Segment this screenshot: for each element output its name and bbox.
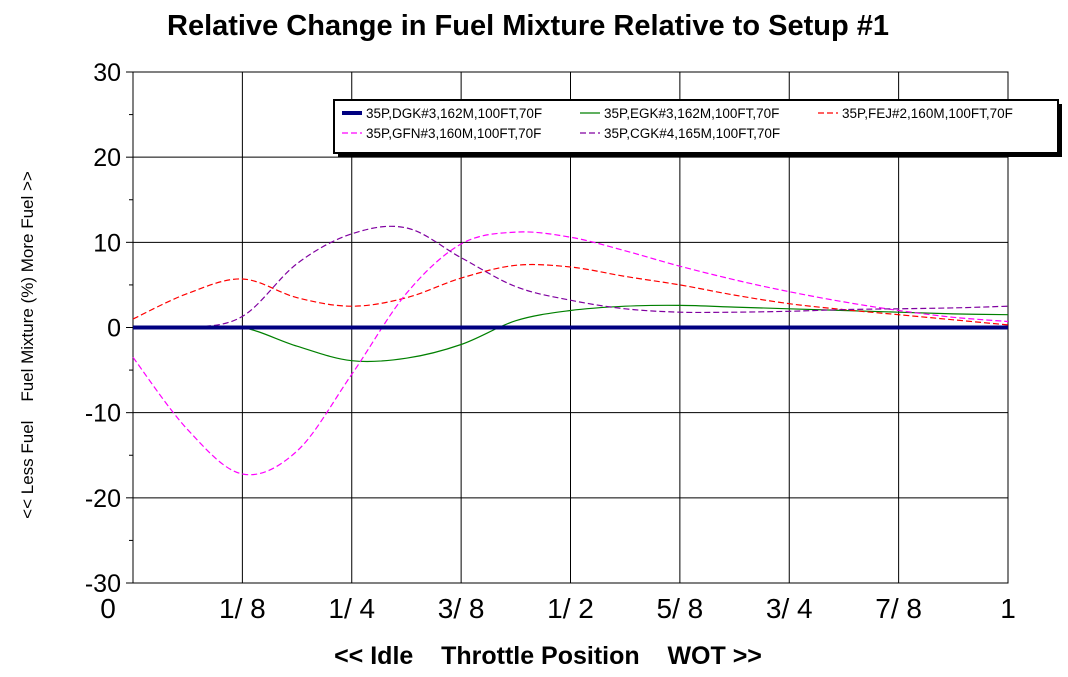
legend-entry: 35P,DGK#3,162M,100FT,70F bbox=[342, 106, 542, 121]
legend-label: 35P,CGK#4,165M,100FT,70F bbox=[604, 126, 780, 141]
x-axis-ticks: 0 1/ 8 1/ 4 3/ 8 1/ 2 5/ 8 3/ 4 7/ 8 1 bbox=[100, 593, 1016, 624]
x-tick-label: 7/ 8 bbox=[875, 593, 922, 624]
y-tick-label: -30 bbox=[85, 570, 121, 598]
x-tick-label: 1/ 2 bbox=[547, 593, 594, 624]
y-tick-label: 30 bbox=[93, 59, 121, 87]
x-tick-label: 1 bbox=[1000, 593, 1016, 624]
y-tick-label: 20 bbox=[93, 144, 121, 172]
legend-entry: 35P,FEJ#2,160M,100FT,70F bbox=[818, 106, 1013, 121]
series-group bbox=[132, 225, 1009, 476]
legend-label: 35P,FEJ#2,160M,100FT,70F bbox=[842, 106, 1013, 121]
x-tick-label: 1/ 8 bbox=[219, 593, 266, 624]
legend-label: 35P,DGK#3,162M,100FT,70F bbox=[366, 106, 542, 121]
legend-entry: 35P,EGK#3,162M,100FT,70F bbox=[580, 106, 779, 121]
x-tick-label: 1/ 4 bbox=[328, 593, 375, 624]
chart-title: Relative Change in Fuel Mixture Relative… bbox=[167, 10, 889, 42]
series-line-4 bbox=[132, 225, 1009, 329]
x-axis-label: << Idle Throttle Position WOT >> bbox=[334, 642, 762, 670]
y-tick-label: 10 bbox=[93, 229, 121, 257]
y-tick-label: -10 bbox=[85, 400, 121, 428]
y-tick-label: -20 bbox=[85, 485, 121, 513]
series-line-3 bbox=[132, 231, 1009, 476]
y-axis-ticks: -30 -20 -10 0 10 20 30 bbox=[85, 59, 133, 598]
y-tick-label: 0 bbox=[107, 315, 121, 343]
y-axis-label: << Less Fuel Fuel Mixture (%) More Fuel … bbox=[18, 171, 37, 519]
legend: 35P,DGK#3,162M,100FT,70F 35P,EGK#3,162M,1… bbox=[333, 99, 1062, 157]
x-tick-label: 3/ 4 bbox=[766, 593, 813, 624]
legend-label: 35P,GFN#3,160M,100FT,70F bbox=[366, 126, 541, 141]
legend-items: 35P,DGK#3,162M,100FT,70F 35P,EGK#3,162M,1… bbox=[342, 106, 1013, 141]
legend-entry: 35P,CGK#4,165M,100FT,70F bbox=[580, 126, 780, 141]
legend-label: 35P,EGK#3,162M,100FT,70F bbox=[604, 106, 779, 121]
x-tick-label: 3/ 8 bbox=[438, 593, 485, 624]
x-tick-label: 0 bbox=[100, 593, 116, 624]
legend-entry: 35P,GFN#3,160M,100FT,70F bbox=[342, 126, 541, 141]
legend-box bbox=[333, 99, 1059, 154]
x-tick-label: 5/ 8 bbox=[657, 593, 704, 624]
series-line-2 bbox=[132, 263, 1009, 326]
